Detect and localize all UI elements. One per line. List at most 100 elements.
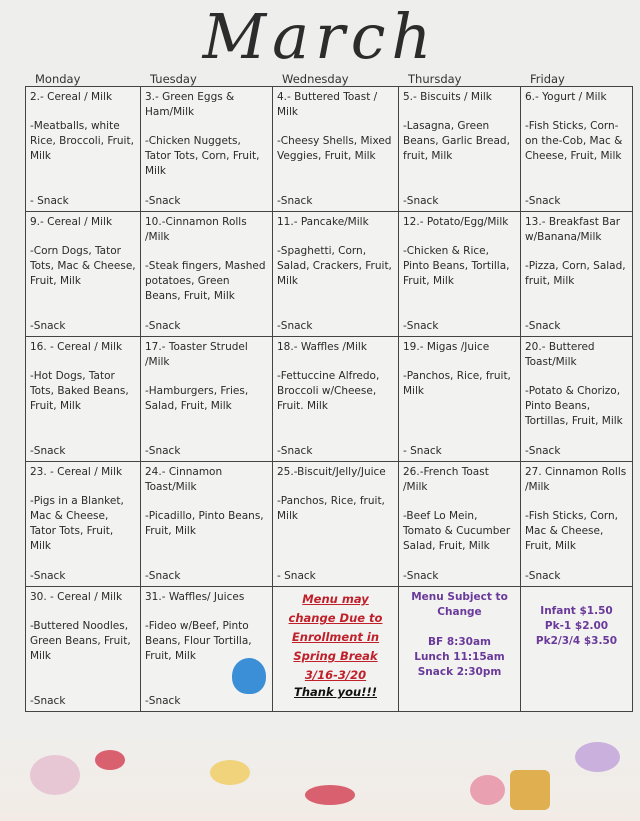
day-cell: 6.- Yogurt / Milk -Fish Sticks, Corn-on t… xyxy=(520,86,633,212)
lunch: -Corn Dogs, Tator Tots, Mac & Cheese, Fr… xyxy=(30,245,136,287)
notice-line: change Due to xyxy=(288,611,383,625)
snack: -Snack xyxy=(525,570,561,582)
floral-footer-decoration xyxy=(0,730,640,821)
notice-line: 3/16-3/20 xyxy=(304,668,367,682)
snack: - Snack xyxy=(403,445,442,457)
snack: -Snack xyxy=(30,445,66,457)
breakfast: 13.- Breakfast Bar w/Banana/Milk xyxy=(525,216,621,243)
lunch: -Picadillo, Pinto Beans, Fruit, Milk xyxy=(145,510,264,537)
lunch: -Hamburgers, Fries, Salad, Fruit, Milk xyxy=(145,385,249,412)
day-cell: 5.- Biscuits / Milk -Lasagna, Green Beans… xyxy=(398,86,521,212)
day-cell: 10.-Cinnamon Rolls /Milk -Steak fingers, … xyxy=(140,211,273,337)
day-cell: 12.- Potato/Egg/Milk -Chicken & Rice, Pin… xyxy=(398,211,521,337)
day-cell: 3.- Green Eggs & Ham/Milk -Chicken Nugget… xyxy=(140,86,273,212)
day-cell: 30. - Cereal / Milk -Buttered Noodles, Gr… xyxy=(25,586,141,712)
snack: -Snack xyxy=(403,570,439,582)
lunch: -Chicken & Rice, Pinto Beans, Tortilla, … xyxy=(403,245,510,287)
week-row: 23. - Cereal / Milk -Pigs in a Blanket, M… xyxy=(25,461,633,587)
breakfast: 25.-Biscuit/Jelly/Juice xyxy=(277,466,386,478)
lunch-time: Lunch 11:15am xyxy=(414,651,505,663)
lunch: -Panchos, Rice, fruit, Milk xyxy=(403,370,511,397)
snack: -Snack xyxy=(525,195,561,207)
bluebird-illustration xyxy=(232,658,266,694)
lunch: -Pigs in a Blanket, Mac & Cheese, Tator … xyxy=(30,495,124,552)
breakfast: 27. Cinnamon Rolls /Milk xyxy=(525,466,627,493)
snack-time: Snack 2:30pm xyxy=(417,666,502,678)
snack: -Snack xyxy=(525,445,561,457)
breakfast: 2.- Cereal / Milk xyxy=(30,91,113,103)
breakfast: 5.- Biscuits / Milk xyxy=(403,91,492,103)
breakfast: 4.- Buttered Toast / Milk xyxy=(277,91,378,118)
day-cell: 9.- Cereal / Milk -Corn Dogs, Tator Tots,… xyxy=(25,211,141,337)
day-cell: 24.- Cinnamon Toast/Milk -Picadillo, Pint… xyxy=(140,461,273,587)
day-cell: 4.- Buttered Toast / Milk -Cheesy Shells,… xyxy=(272,86,399,212)
breakfast-time: BF 8:30am xyxy=(428,636,491,648)
week-row: 16. - Cereal / Milk -Hot Dogs, Tator Tots… xyxy=(25,336,633,462)
day-cell: 18.- Waffles /Milk -Fettuccine Alfredo, B… xyxy=(272,336,399,462)
snack: -Snack xyxy=(403,320,439,332)
week-row: 2.- Cereal / Milk -Meatballs, white Rice,… xyxy=(25,86,633,212)
day-monday: Monday xyxy=(35,72,81,86)
notice-line: Enrollment in xyxy=(291,630,380,644)
breakfast: 16. - Cereal / Milk xyxy=(30,341,123,353)
day-cell: 2.- Cereal / Milk -Meatballs, white Rice,… xyxy=(25,86,141,212)
snack: -Snack xyxy=(145,445,181,457)
notice-text: Menu may change Due to Enrollment in Spr… xyxy=(277,590,394,685)
day-cell: 17.- Toaster Strudel /Milk -Hamburgers, F… xyxy=(140,336,273,462)
day-cell: 11.- Pancake/Milk -Spaghetti, Corn, Salad… xyxy=(272,211,399,337)
breakfast: 9.- Cereal / Milk xyxy=(30,216,113,228)
thank-you: Thank you!!! xyxy=(294,685,377,699)
lunch: -Fish Sticks, Corn, Mac & Cheese, Fruit,… xyxy=(525,510,619,552)
snack: -Snack xyxy=(30,320,66,332)
lunch: -Potato & Chorizo, Pinto Beans, Tortilla… xyxy=(525,385,623,427)
snack: - Snack xyxy=(30,195,69,207)
snack: -Snack xyxy=(145,320,181,332)
breakfast: 17.- Toaster Strudel /Milk xyxy=(145,341,248,368)
price: Pk-1 $2.00 xyxy=(544,620,609,632)
day-cell: 26.-French Toast /Milk -Beef Lo Mein, Tom… xyxy=(398,461,521,587)
breakfast: 6.- Yogurt / Milk xyxy=(525,91,607,103)
lunch: -Meatballs, white Rice, Broccoli, Fruit,… xyxy=(30,120,134,162)
lunch: -Hot Dogs, Tator Tots, Baked Beans, Frui… xyxy=(30,370,129,412)
lunch: -Cheesy Shells, Mixed Veggies, Fruit, Mi… xyxy=(277,135,392,162)
breakfast: 10.-Cinnamon Rolls /Milk xyxy=(145,216,247,243)
notice-line: Menu may xyxy=(302,592,369,606)
breakfast: 31.- Waffles/ Juices xyxy=(145,591,245,603)
lunch: -Fish Sticks, Corn-on the-Cob, Mac & Che… xyxy=(525,120,623,162)
snack: -Snack xyxy=(30,695,66,707)
day-friday: Friday xyxy=(530,72,565,86)
breakfast: 18.- Waffles /Milk xyxy=(277,341,367,353)
breakfast: 11.- Pancake/Milk xyxy=(277,216,369,228)
day-wednesday: Wednesday xyxy=(282,72,349,86)
day-cell: 16. - Cereal / Milk -Hot Dogs, Tator Tots… xyxy=(25,336,141,462)
lunch: -Lasagna, Green Beans, Garlic Bread, fru… xyxy=(403,120,510,162)
menu-calendar: 2.- Cereal / Milk -Meatballs, white Rice,… xyxy=(25,86,633,712)
lunch: -Chicken Nuggets, Tator Tots, Corn, Frui… xyxy=(145,135,260,177)
day-thursday: Thursday xyxy=(408,72,462,86)
day-cell: 23. - Cereal / Milk -Pigs in a Blanket, M… xyxy=(25,461,141,587)
notice-cell: Menu may change Due to Enrollment in Spr… xyxy=(272,586,399,712)
day-cell: 20.- Buttered Toast/Milk -Potato & Choriz… xyxy=(520,336,633,462)
schedule-heading: Menu Subject to Change xyxy=(411,591,508,618)
prices-cell: Infant $1.50 Pk-1 $2.00 Pk2/3/4 $3.50 xyxy=(520,586,633,712)
snack: -Snack xyxy=(277,195,313,207)
snack: -Snack xyxy=(403,195,439,207)
week-row: 30. - Cereal / Milk -Buttered Noodles, Gr… xyxy=(25,586,633,712)
snack: -Snack xyxy=(277,445,313,457)
day-cell: 27. Cinnamon Rolls /Milk -Fish Sticks, Co… xyxy=(520,461,633,587)
week-row: 9.- Cereal / Milk -Corn Dogs, Tator Tots,… xyxy=(25,211,633,337)
notice-line: Spring Break xyxy=(293,649,378,663)
lunch: -Fideo w/Beef, Pinto Beans, Flour Tortil… xyxy=(145,620,252,662)
lunch: -Steak fingers, Mashed potatoes, Green B… xyxy=(145,260,266,302)
weekday-header: Monday Tuesday Wednesday Thursday Friday xyxy=(25,72,632,86)
day-cell: 13.- Breakfast Bar w/Banana/Milk -Pizza, … xyxy=(520,211,633,337)
snack: - Snack xyxy=(277,570,316,582)
lunch: -Pizza, Corn, Salad, fruit, Milk xyxy=(525,260,626,287)
price: Pk2/3/4 $3.50 xyxy=(535,635,618,647)
lunch: -Spaghetti, Corn, Salad, Crackers, Fruit… xyxy=(277,245,392,287)
breakfast: 3.- Green Eggs & Ham/Milk xyxy=(145,91,235,118)
lunch: -Beef Lo Mein, Tomato & Cucumber Salad, … xyxy=(403,510,511,552)
breakfast: 30. - Cereal / Milk xyxy=(30,591,123,603)
breakfast: 23. - Cereal / Milk xyxy=(30,466,123,478)
snack: -Snack xyxy=(145,195,181,207)
